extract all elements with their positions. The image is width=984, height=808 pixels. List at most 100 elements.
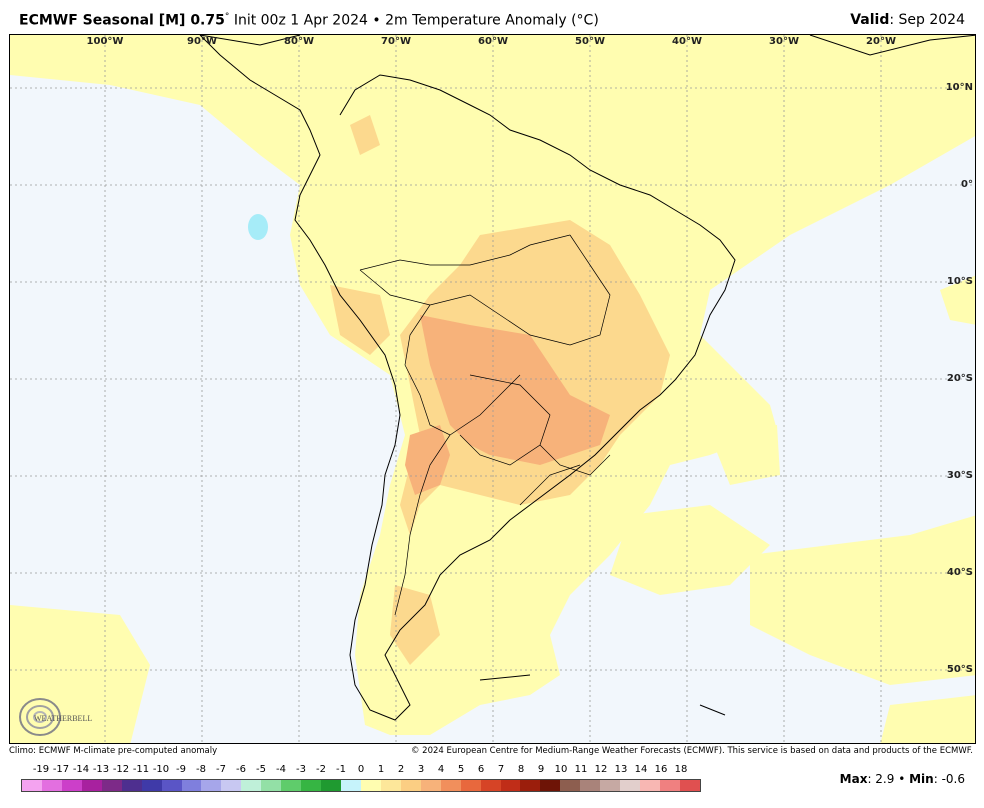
colorbar-tick-label: 1	[377, 764, 385, 775]
colorbar-tick-label: -8	[196, 764, 206, 775]
colorbar-swatch	[679, 780, 700, 791]
lat-label: 50°S	[946, 664, 973, 675]
lon-label: 20°W	[866, 36, 896, 47]
valid-time: Valid: Sep 2024	[850, 12, 965, 28]
colorbar-swatch	[41, 780, 62, 791]
colorbar-swatch	[480, 780, 501, 791]
colorbar-tick-label: -1	[336, 764, 346, 775]
colorbar-swatch	[500, 780, 521, 791]
colorbar-swatch	[620, 780, 641, 791]
lat-label: 30°S	[946, 470, 973, 481]
min-label: Min	[909, 772, 934, 786]
colorbar-tick-label: 10	[554, 764, 568, 775]
colorbar-tick-label: -3	[296, 764, 306, 775]
degree-mark: °	[224, 12, 230, 22]
colorbar-tick-label: 9	[537, 764, 545, 775]
colorbar-swatch	[540, 780, 561, 791]
colorbar-swatch	[301, 780, 322, 791]
svg-text:WEATHERBELL: WEATHERBELL	[34, 714, 92, 723]
colorbar-tick-label: -14	[72, 764, 90, 775]
lake	[248, 214, 268, 240]
colorbar-tick-label: -19	[32, 764, 50, 775]
lon-label: 90°W	[187, 36, 217, 47]
colorbar-tick-label: -12	[112, 764, 130, 775]
colorbar-swatch	[580, 780, 601, 791]
colorbar-tick-label: -17	[52, 764, 70, 775]
colorbar-swatch	[161, 780, 182, 791]
colorbar-swatch	[201, 780, 222, 791]
lon-label: 70°W	[381, 36, 411, 47]
colorbar-tick-label: 0	[357, 764, 365, 775]
colorbar-tick-label: -11	[132, 764, 150, 775]
init-time: Init 00z 1 Apr 2024	[233, 12, 368, 29]
colorbar-tick-label: 5	[457, 764, 465, 775]
lon-label: 50°W	[575, 36, 605, 47]
field-name: 2m Temperature Anomaly (°C)	[385, 12, 599, 29]
colorbar-swatch	[121, 780, 142, 791]
colorbar-tick-label: 8	[517, 764, 525, 775]
coastlines	[199, 35, 975, 721]
colorbar-tick-label: -4	[276, 764, 286, 775]
colorbar-swatches	[21, 779, 701, 792]
anomaly-fill-2-3	[405, 315, 610, 495]
graticule	[10, 35, 975, 743]
colorbar-tick-label: 12	[594, 764, 608, 775]
title: ECMWF Seasonal [M] 0.75° Init 00z 1 Apr …	[19, 12, 599, 29]
anomaly-map: 100°W 90°W 80°W 70°W 60°W 50°W 40°W 30°W…	[9, 34, 976, 744]
colorbar-tick-label: 18	[674, 764, 688, 775]
colorbar-swatch	[321, 780, 341, 791]
colorbar-swatch	[22, 780, 42, 791]
min-value: : -0.6	[933, 772, 965, 786]
model-name: ECMWF Seasonal [M] 0.75	[19, 12, 225, 29]
colorbar-tick-label: -5	[256, 764, 266, 775]
valid-label: Valid	[850, 12, 890, 28]
weatherbell-logo: WEATHERBELL	[16, 695, 106, 739]
colorbar-tick-label: 14	[634, 764, 648, 775]
colorbar-swatch	[261, 780, 282, 791]
colorbar-tick-label: 11	[574, 764, 588, 775]
colorbar-tick-label: 16	[654, 764, 668, 775]
colorbar-swatch	[600, 780, 621, 791]
colorbar-tick-label: 7	[497, 764, 505, 775]
colorbar-tick-label: -2	[316, 764, 326, 775]
max-label: Max	[839, 772, 868, 786]
lon-label: 40°W	[672, 36, 702, 47]
colorbar: -19 -17 -14 -13 -12 -11 -10 -9 -8 -7 -6 -5 -4 -3 -2 -1 0…	[21, 764, 701, 804]
colorbar-tick-label: -10	[152, 764, 170, 775]
max-min-stats: Max: 2.9 • Min: -0.6	[840, 772, 965, 786]
colorbar-swatch	[440, 780, 461, 791]
colorbar-ticks: -19 -17 -14 -13 -12 -11 -10 -9 -8 -7 -6 -5 -4 -3 -2 -1 0…	[21, 764, 701, 778]
lon-label: 60°W	[478, 36, 508, 47]
colorbar-swatch	[241, 780, 262, 791]
valid-value: : Sep 2024	[889, 12, 965, 28]
lat-label: 0°	[961, 179, 973, 190]
colorbar-swatch	[660, 780, 680, 791]
colorbar-swatch	[141, 780, 162, 791]
copyright-note: © 2024 European Centre for Medium-Range …	[410, 746, 973, 756]
colorbar-swatch	[520, 780, 541, 791]
colorbar-swatch	[560, 780, 581, 791]
colorbar-swatch	[61, 780, 82, 791]
lat-label: 20°S	[946, 373, 973, 384]
colorbar-swatch	[640, 780, 660, 791]
colorbar-tick-label: -13	[92, 764, 110, 775]
lat-label: 10°S	[946, 276, 973, 287]
footer: Climo: ECMWF M-climate pre-computed anom…	[9, 746, 976, 758]
colorbar-tick-label: -6	[236, 764, 246, 775]
colorbar-swatch	[460, 780, 481, 791]
borders	[359, 234, 611, 616]
colorbar-swatch	[81, 780, 102, 791]
header: ECMWF Seasonal [M] 0.75° Init 00z 1 Apr …	[0, 0, 984, 34]
colorbar-swatch	[101, 780, 122, 791]
colorbar-swatch	[341, 780, 361, 791]
colorbar-swatch	[380, 780, 401, 791]
colorbar-tick-label: 13	[614, 764, 628, 775]
colorbar-swatch	[400, 780, 421, 791]
colorbar-swatch	[360, 780, 381, 791]
colorbar-tick-label: 6	[477, 764, 485, 775]
lon-label: 30°W	[769, 36, 799, 47]
colorbar-tick-label: 3	[417, 764, 425, 775]
colorbar-tick-label: 2	[397, 764, 405, 775]
stats-separator: •	[894, 772, 910, 786]
colorbar-tick-label: -9	[176, 764, 186, 775]
